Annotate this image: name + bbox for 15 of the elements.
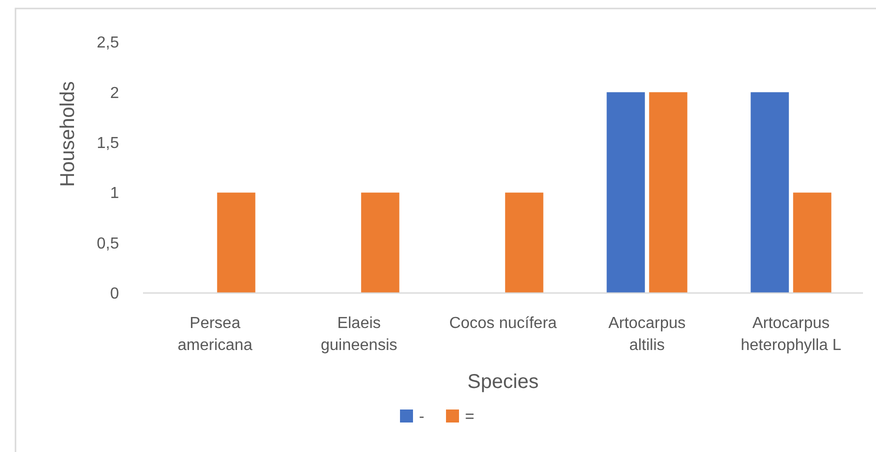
x-tick-label: Elaeis guineensis [320, 315, 398, 354]
y-tick-label: 0 [110, 286, 120, 303]
y-tick-label: 1,5 [96, 135, 120, 152]
x-tick-label: Artocarpus heterophylla L [740, 315, 842, 354]
y-tick-label: 1 [110, 185, 120, 202]
y-tick-label: 0,5 [96, 235, 120, 252]
x-tick-label: Artocarpus altilis [608, 315, 686, 354]
x-tick-label: Persea americana [178, 315, 252, 354]
y-tick-label: 2,5 [96, 34, 120, 52]
x-axis-title: Species [467, 371, 539, 393]
x-tick-label: Cocos nucífera [449, 315, 557, 332]
legend-label: = [465, 408, 474, 426]
legend-label: - [419, 408, 424, 426]
y-axis-title: Households [57, 81, 79, 187]
y-tick-label: 2 [110, 84, 120, 102]
